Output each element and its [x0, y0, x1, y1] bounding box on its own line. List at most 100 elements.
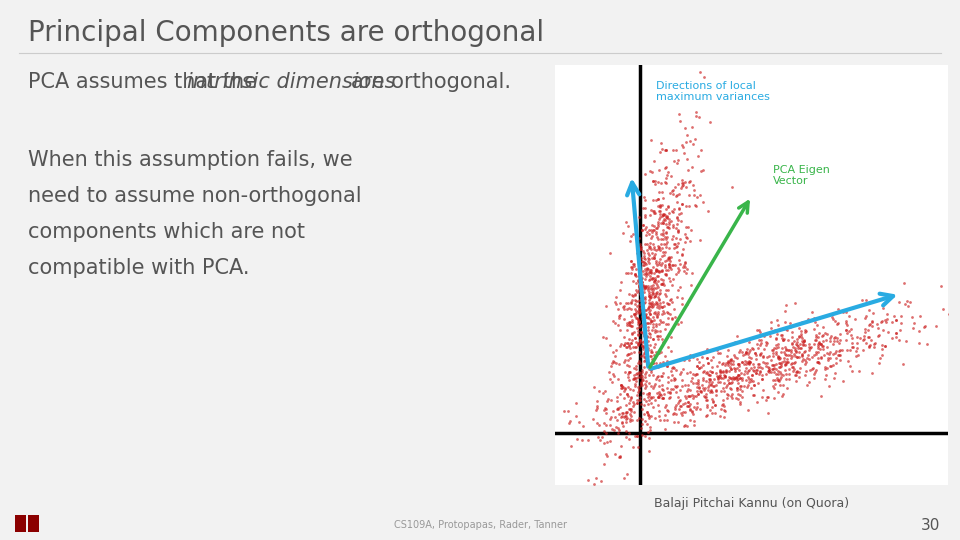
Point [656, 217, 671, 225]
Point [618, 368, 634, 376]
Point [653, 348, 668, 357]
Point [732, 399, 748, 408]
Point [645, 371, 660, 380]
Point [679, 299, 694, 308]
Point [774, 348, 789, 356]
Point [632, 266, 647, 275]
Point [689, 362, 705, 370]
Point [666, 204, 682, 213]
Point [641, 389, 657, 398]
Point [619, 470, 635, 478]
Point [628, 432, 643, 441]
Point [602, 248, 617, 257]
Point [652, 319, 667, 328]
Point [849, 333, 864, 341]
Point [674, 199, 689, 208]
Point [649, 258, 664, 267]
Point [857, 325, 873, 334]
Point [672, 397, 687, 406]
Point [826, 349, 841, 358]
Point [670, 191, 685, 199]
Point [668, 383, 684, 391]
Point [638, 346, 654, 355]
Point [639, 333, 655, 341]
Point [634, 405, 649, 414]
Point [690, 378, 706, 387]
Point [635, 278, 650, 286]
Point [779, 345, 794, 354]
Point [635, 342, 650, 351]
Point [724, 355, 739, 364]
Point [820, 363, 835, 372]
Point [648, 177, 663, 185]
Point [649, 320, 664, 328]
Point [795, 356, 810, 365]
Point [665, 363, 681, 372]
Point [755, 363, 770, 372]
Point [788, 376, 804, 385]
Point [714, 401, 730, 409]
Point [826, 340, 841, 348]
Point [610, 397, 625, 406]
Text: compatible with PCA.: compatible with PCA. [28, 258, 250, 278]
Point [640, 326, 656, 335]
Point [674, 179, 689, 188]
Point [743, 375, 758, 383]
Point [636, 353, 651, 361]
Point [655, 298, 670, 306]
Point [700, 368, 715, 376]
Point [627, 382, 642, 390]
Point [630, 275, 645, 284]
Point [624, 295, 639, 304]
Point [884, 318, 900, 326]
Point [654, 391, 669, 400]
Point [638, 269, 654, 278]
Point [746, 367, 761, 375]
Point [706, 397, 721, 406]
Point [649, 227, 664, 236]
Point [653, 332, 668, 341]
Point [784, 327, 800, 336]
Point [750, 339, 765, 348]
Point [663, 315, 679, 323]
Point [561, 406, 576, 415]
Point [563, 416, 578, 425]
Point [683, 415, 698, 424]
Point [852, 334, 868, 343]
Point [599, 396, 614, 405]
Point [618, 412, 634, 421]
Point [632, 268, 647, 277]
Point [849, 352, 864, 360]
Point [649, 299, 664, 308]
Point [744, 383, 759, 392]
Point [700, 395, 715, 404]
Point [700, 206, 715, 215]
Point [612, 426, 627, 435]
Point [778, 342, 793, 351]
Point [752, 351, 767, 360]
Point [650, 232, 665, 241]
Point [631, 272, 646, 281]
Point [612, 390, 628, 399]
Point [829, 337, 845, 346]
Point [664, 207, 680, 215]
Point [704, 356, 719, 364]
Point [669, 382, 684, 390]
Point [772, 368, 787, 377]
Point [743, 376, 758, 385]
Point [634, 321, 649, 330]
Point [632, 296, 647, 305]
Point [726, 357, 741, 366]
Point [623, 269, 638, 278]
Point [701, 386, 716, 394]
Point [652, 210, 667, 218]
Point [660, 233, 675, 241]
Point [647, 326, 662, 334]
Point [636, 362, 652, 371]
Point [642, 310, 658, 319]
Point [641, 364, 657, 373]
Point [589, 433, 605, 441]
Point [663, 375, 679, 384]
Point [664, 261, 680, 270]
Point [648, 265, 663, 274]
